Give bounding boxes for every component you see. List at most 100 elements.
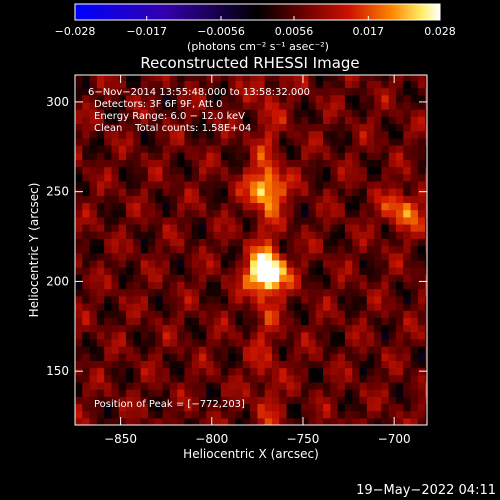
heatmap-cell — [388, 259, 397, 268]
heatmap-cell — [250, 403, 258, 412]
heatmap-cell — [235, 130, 244, 139]
heatmap-cell — [403, 346, 412, 354]
heatmap-cell — [264, 159, 273, 168]
heatmap-cell — [410, 75, 419, 81]
heatmap-cell — [133, 346, 142, 354]
heatmap-cell — [133, 159, 142, 168]
heatmap-cell — [213, 188, 222, 196]
heatmap-cell — [403, 145, 412, 153]
heatmap-cell — [250, 216, 258, 225]
heatmap-cell — [220, 202, 229, 211]
heatmap-cell — [417, 274, 426, 283]
heatmap-cell — [264, 245, 273, 254]
heatmap-cell — [293, 75, 302, 81]
heatmap-cell — [104, 75, 113, 81]
heatmap-cell — [366, 267, 375, 275]
heatmap-cell — [286, 389, 295, 397]
heatmap-cell — [213, 137, 222, 146]
heatmap-cell — [147, 338, 156, 347]
heatmap-cell — [155, 123, 164, 132]
heatmap-cell — [293, 338, 302, 347]
heatmap-cell — [330, 145, 339, 153]
heatmap-cell — [417, 123, 426, 132]
heatmap-cell — [374, 367, 383, 376]
heatmap-cell — [337, 367, 346, 376]
heatmap-cell — [315, 417, 324, 425]
heatmap-cell — [206, 188, 215, 196]
heatmap-cell — [147, 152, 156, 160]
heatmap-cell — [220, 180, 229, 189]
heatmap-cell — [147, 195, 156, 204]
heatmap-cell — [395, 331, 404, 340]
heatmap-cell — [206, 75, 215, 81]
heatmap-cell — [126, 295, 134, 304]
heatmap-cell — [191, 338, 200, 347]
colorbar-tick-label: −0.028 — [55, 25, 96, 38]
heatmap-cell — [359, 195, 368, 204]
heatmap-cell — [257, 403, 266, 412]
heatmap-cell — [417, 259, 426, 268]
heatmap-cell — [301, 238, 310, 247]
heatmap-cell — [293, 403, 302, 412]
heatmap-cell — [82, 94, 91, 103]
heatmap-cell — [403, 381, 412, 390]
heatmap-cell — [250, 231, 258, 239]
heatmap-cell — [235, 101, 244, 110]
heatmap-cell — [330, 381, 339, 390]
heatmap-cell — [155, 223, 164, 232]
heatmap-cell — [213, 281, 222, 290]
heatmap-cell — [395, 130, 404, 139]
heatmap-cell — [374, 94, 383, 103]
heatmap-cell — [279, 202, 288, 211]
heatmap-cell — [75, 80, 83, 89]
heatmap-cell — [395, 274, 404, 283]
heatmap-cell — [169, 346, 178, 354]
heatmap-cell — [235, 381, 244, 390]
heatmap-cell — [344, 346, 353, 354]
heatmap-cell — [381, 159, 390, 168]
heatmap-cell — [293, 195, 302, 204]
heatmap-cell — [374, 245, 383, 254]
heatmap-cell — [199, 259, 207, 268]
heatmap-cell — [242, 389, 251, 397]
heatmap-cell — [199, 94, 207, 103]
heatmap-cell — [352, 195, 361, 204]
heatmap-cell — [140, 152, 149, 160]
heatmap-cell — [242, 238, 251, 247]
heatmap-cell — [279, 396, 288, 405]
heatmap-cell — [206, 410, 215, 419]
heatmap-cell — [315, 274, 324, 283]
heatmap-cell — [111, 238, 120, 247]
heatmap-cell — [75, 374, 83, 383]
heatmap-cell — [352, 367, 361, 376]
heatmap-cell — [242, 188, 251, 196]
heatmap-cell — [410, 302, 419, 311]
heatmap-cell — [162, 274, 171, 283]
heatmap-cell — [366, 389, 375, 397]
heatmap-cell — [417, 403, 426, 412]
heatmap-cell — [395, 152, 404, 160]
heatmap-cell — [220, 130, 229, 139]
heatmap-cell — [301, 75, 310, 81]
heatmap-cell — [104, 274, 113, 283]
heatmap-cell — [403, 317, 412, 326]
heatmap-cell — [271, 152, 280, 160]
heatmap-cell — [199, 109, 207, 117]
heatmap-cell — [242, 223, 251, 232]
heatmap-cell — [410, 173, 419, 182]
heatmap-cell — [184, 295, 193, 304]
heatmap-cell — [155, 252, 164, 261]
heatmap-cell — [381, 195, 390, 204]
heatmap-cell — [147, 202, 156, 211]
heatmap-cell — [323, 417, 331, 425]
heatmap-cell — [191, 202, 200, 211]
heatmap-cell — [359, 288, 368, 297]
heatmap-cell — [104, 159, 113, 168]
heatmap-cell — [308, 152, 317, 160]
heatmap-cell — [235, 137, 244, 146]
heatmap-cell — [118, 209, 127, 218]
heatmap-cell — [359, 410, 368, 419]
heatmap-cell — [169, 223, 178, 232]
heatmap-cell — [286, 152, 295, 160]
heatmap-cell — [344, 317, 353, 326]
